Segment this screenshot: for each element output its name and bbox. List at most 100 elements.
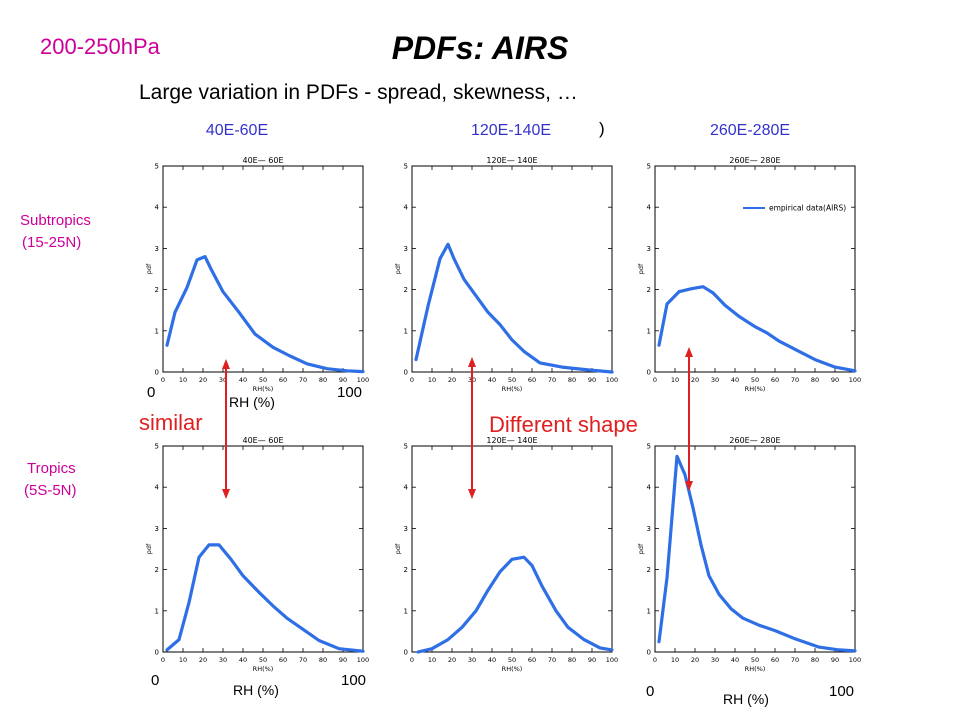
x-tick-label: 80 <box>811 656 819 664</box>
y-tick-label: 4 <box>155 484 160 492</box>
data-point <box>238 311 240 314</box>
y-tick-label: 1 <box>647 327 651 335</box>
data-point <box>511 558 513 561</box>
data-point <box>778 340 780 342</box>
data-point <box>222 290 224 293</box>
y-tick-label: 0 <box>404 649 408 657</box>
y-axis-label: pdf <box>394 263 402 274</box>
x-tick-label: 30 <box>711 376 719 384</box>
data-point <box>738 315 740 318</box>
data-point <box>210 268 212 270</box>
x-tick-label: 80 <box>568 656 576 664</box>
x-tick-label: 0 <box>410 376 414 384</box>
panel-title: 260E— 280E <box>729 156 780 165</box>
x-tick-label: 90 <box>339 656 347 664</box>
x-tick-label: 70 <box>791 656 799 664</box>
pdf-curve <box>657 454 857 653</box>
y-axis-label: pdf <box>637 263 645 274</box>
data-point <box>431 647 433 650</box>
data-point <box>286 617 288 620</box>
y-tick-label: 2 <box>647 566 651 574</box>
data-point <box>362 650 364 652</box>
data-point <box>583 638 585 641</box>
x-tick-label: 90 <box>831 376 839 384</box>
x-tick-label: 10 <box>179 656 187 664</box>
data-point <box>447 243 449 246</box>
data-point <box>166 649 168 651</box>
y-tick-label: 5 <box>155 163 159 171</box>
data-point <box>702 285 704 288</box>
x-axis-label: RH(%) <box>502 385 523 393</box>
x-tick-label: 60 <box>279 656 287 664</box>
y-tick-label: 3 <box>647 245 651 253</box>
x-tick-label: 50 <box>508 376 516 384</box>
data-point <box>272 346 274 349</box>
y-tick-label: 0 <box>647 369 651 377</box>
x-tick-label: 50 <box>508 656 516 664</box>
y-tick-label: 0 <box>155 369 159 377</box>
data-point <box>818 646 820 648</box>
y-axis-label: pdf <box>145 543 153 554</box>
x-tick-label: 20 <box>691 376 699 384</box>
x-tick-label: 20 <box>448 376 456 384</box>
row-label-tropics-range: (5S-5N) <box>24 482 77 499</box>
data-point <box>561 366 563 368</box>
x-axis-label: RH(%) <box>253 385 274 393</box>
data-point <box>678 290 680 293</box>
data-point <box>555 610 557 612</box>
y-tick-label: 3 <box>155 245 159 253</box>
data-point <box>487 311 489 314</box>
x-tick-label: 50 <box>751 376 759 384</box>
y-tick-label: 3 <box>647 525 651 533</box>
x-tick-label: 80 <box>811 376 819 384</box>
y-tick-label: 2 <box>647 286 651 294</box>
data-point <box>712 292 714 294</box>
data-point <box>754 325 756 328</box>
x-tick-label: 90 <box>339 376 347 384</box>
row-label-subtropics-name: Subtropics <box>20 212 91 229</box>
data-point <box>326 367 328 370</box>
x-tick-label: 20 <box>199 656 207 664</box>
panel-title: 120E— 140E <box>486 436 537 445</box>
x-tick-label: 40 <box>239 376 247 384</box>
data-point <box>690 287 692 290</box>
data-point <box>318 639 320 642</box>
data-point <box>487 589 489 591</box>
x-min-note-bottom-right: 0 <box>646 683 655 700</box>
y-tick-label: 4 <box>155 204 160 212</box>
y-tick-label: 2 <box>404 286 408 294</box>
data-point <box>718 593 720 596</box>
data-point <box>834 366 836 368</box>
x-tick-label: 50 <box>259 376 267 384</box>
different-shape-note: Different shape <box>489 412 638 437</box>
x-tick-label: 90 <box>831 656 839 664</box>
data-point <box>254 333 256 335</box>
y-tick-label: 2 <box>155 286 159 294</box>
data-point <box>666 577 668 579</box>
x-tick-label: 10 <box>671 376 679 384</box>
x-max-note-top: 100 <box>337 384 363 401</box>
panel-title: 120E— 140E <box>486 156 537 165</box>
y-tick-label: 3 <box>404 525 408 533</box>
data-point <box>447 638 449 641</box>
x-tick-label: 70 <box>299 656 307 664</box>
data-point <box>258 591 260 594</box>
y-tick-label: 4 <box>647 484 652 492</box>
row-label-tropics-name: Tropics <box>27 460 76 477</box>
data-point <box>814 358 816 361</box>
panel-title: 40E— 60E <box>242 436 283 445</box>
y-tick-label: 4 <box>404 484 409 492</box>
data-point <box>218 544 220 546</box>
x-tick-label: 100 <box>357 376 369 384</box>
data-point <box>708 574 710 577</box>
y-tick-label: 1 <box>404 607 408 615</box>
x-tick-label: 80 <box>319 376 327 384</box>
y-tick-label: 0 <box>155 649 159 657</box>
x-tick-label: 80 <box>568 376 576 384</box>
x-tick-label: 40 <box>731 376 739 384</box>
x-tick-label: 50 <box>259 656 267 664</box>
x-max-note-bottom-right: 100 <box>829 683 855 700</box>
